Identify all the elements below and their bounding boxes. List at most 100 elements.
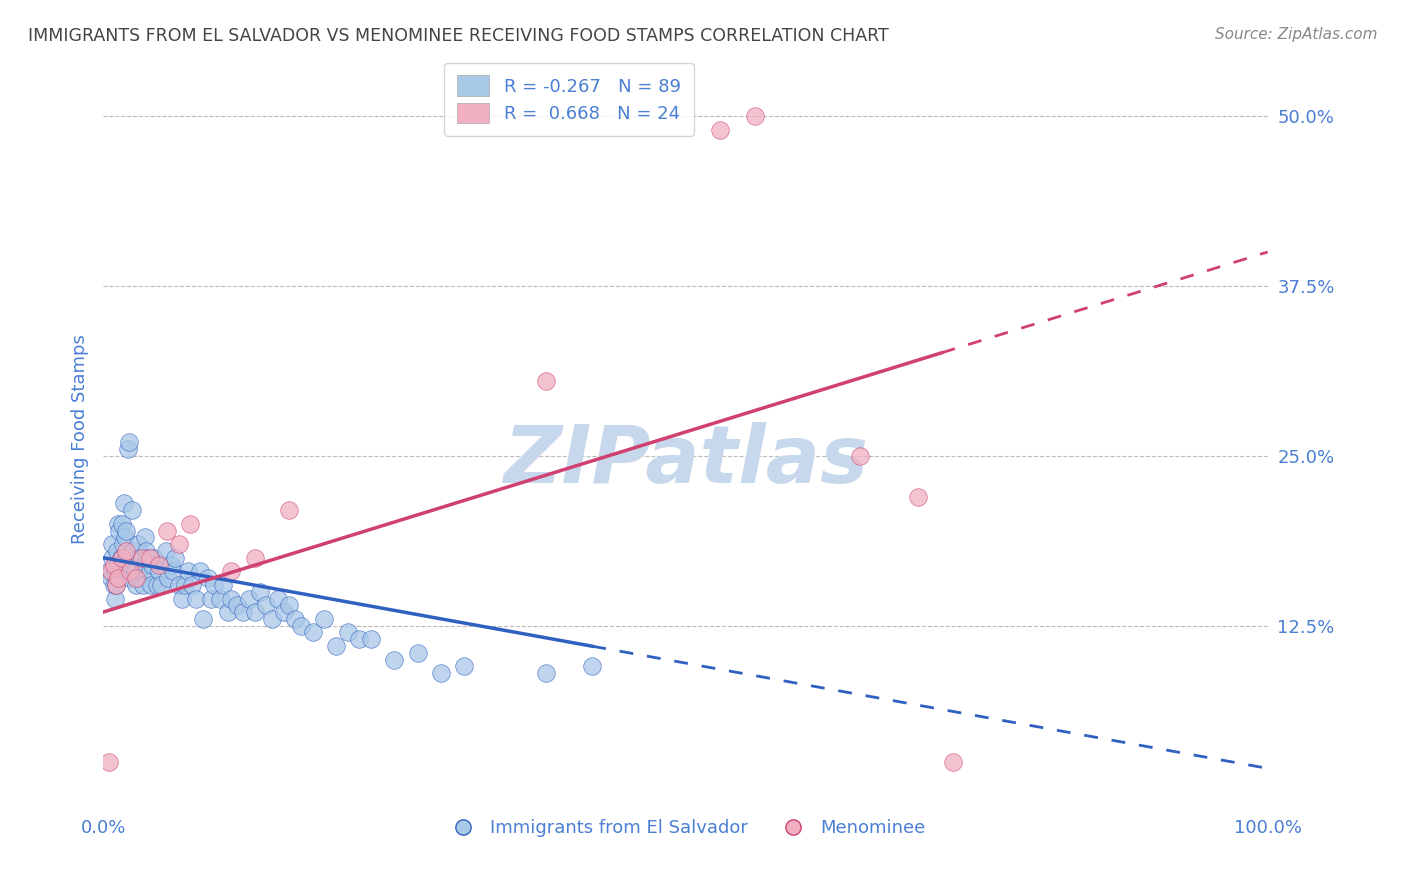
Point (132, 578, 155, 592)
Point (193, 612, 215, 626)
Point (290, 618, 312, 632)
Point (110, 550, 132, 565)
Legend: Immigrants from El Salvador, Menominee: Immigrants from El Salvador, Menominee (437, 812, 932, 845)
Point (360, 632, 382, 647)
Point (534, 666, 557, 681)
Point (125, 571, 148, 585)
Point (167, 537, 190, 551)
Point (132, 558, 155, 572)
Point (406, 646, 429, 660)
Point (129, 550, 152, 565)
Point (430, 666, 453, 681)
Point (188, 564, 211, 578)
Point (260, 612, 283, 626)
Point (453, 659, 475, 673)
Point (103, 558, 125, 572)
Point (115, 550, 138, 565)
Point (534, 374, 557, 388)
Point (157, 571, 180, 585)
Point (177, 564, 200, 578)
Point (217, 605, 239, 619)
Point (254, 599, 277, 613)
Point (382, 653, 405, 667)
Point (114, 530, 136, 544)
Point (134, 530, 156, 544)
Point (243, 605, 266, 619)
Point (101, 550, 124, 565)
Point (942, 755, 965, 769)
Point (112, 496, 135, 510)
Point (138, 564, 160, 578)
Text: ZIPatlas: ZIPatlas (503, 422, 868, 500)
Point (131, 564, 153, 578)
Point (709, 122, 731, 136)
Point (212, 578, 235, 592)
Point (744, 109, 766, 123)
Point (186, 591, 208, 606)
Point (301, 625, 323, 640)
Point (97, 564, 120, 578)
Point (172, 591, 194, 606)
Point (155, 544, 177, 558)
Point (208, 591, 231, 606)
Point (167, 578, 190, 592)
Point (232, 605, 254, 619)
Point (336, 625, 359, 640)
Point (273, 605, 295, 619)
Point (118, 571, 141, 585)
Point (159, 558, 181, 572)
Point (97, 755, 120, 769)
Point (581, 659, 603, 673)
Point (108, 524, 131, 538)
Point (165, 550, 187, 565)
Point (156, 524, 179, 538)
Point (148, 564, 170, 578)
Point (907, 490, 929, 504)
Point (173, 578, 195, 592)
Point (131, 550, 153, 565)
Point (135, 544, 157, 558)
Point (849, 449, 872, 463)
Point (180, 578, 202, 592)
Text: IMMIGRANTS FROM EL SALVADOR VS MENOMINEE RECEIVING FOOD STAMPS CORRELATION CHART: IMMIGRANTS FROM EL SALVADOR VS MENOMINEE… (28, 27, 889, 45)
Point (141, 558, 163, 572)
Point (104, 578, 127, 592)
Point (110, 564, 132, 578)
Point (278, 503, 301, 517)
Point (111, 550, 134, 565)
Point (249, 584, 271, 599)
Point (179, 516, 201, 531)
Point (100, 564, 122, 578)
Point (117, 442, 139, 456)
Point (219, 591, 242, 606)
Point (197, 571, 219, 585)
Point (325, 639, 347, 653)
Point (162, 564, 184, 578)
Point (349, 632, 371, 647)
Point (121, 503, 143, 517)
Point (145, 578, 167, 592)
Point (136, 550, 159, 565)
Point (243, 550, 266, 565)
Point (104, 578, 127, 592)
Point (107, 516, 129, 531)
Point (105, 558, 128, 572)
Point (128, 571, 150, 585)
Point (143, 550, 166, 565)
Point (314, 612, 336, 626)
Point (111, 537, 134, 551)
Point (105, 544, 128, 558)
Point (100, 571, 122, 585)
Point (139, 578, 162, 592)
Point (278, 599, 301, 613)
Text: Source: ZipAtlas.com: Source: ZipAtlas.com (1215, 27, 1378, 42)
Point (120, 558, 142, 572)
Point (148, 558, 170, 572)
Point (238, 591, 260, 606)
Point (104, 564, 127, 578)
Point (152, 558, 174, 572)
Point (115, 544, 138, 558)
Point (200, 591, 222, 606)
Point (219, 564, 242, 578)
Point (150, 578, 173, 592)
